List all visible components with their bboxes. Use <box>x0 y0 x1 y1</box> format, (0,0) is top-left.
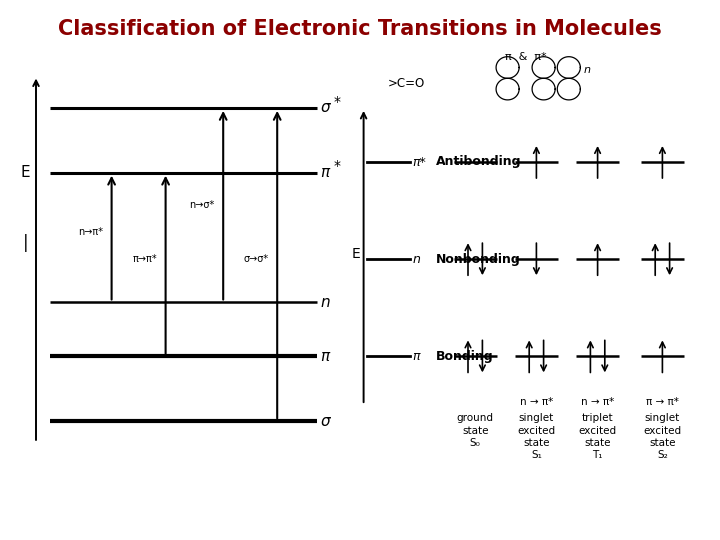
Text: π*: π* <box>413 156 426 168</box>
Text: π → π*: π → π* <box>646 397 679 407</box>
Text: π: π <box>320 165 330 180</box>
Text: singlet
excited
state
S₂: singlet excited state S₂ <box>644 413 681 460</box>
Text: σ: σ <box>320 414 330 429</box>
Text: ground
state
S₀: ground state S₀ <box>456 413 494 448</box>
Text: n→σ*: n→σ* <box>189 200 215 210</box>
Text: singlet
excited
state
S₁: singlet excited state S₁ <box>518 413 555 460</box>
Text: n → π*: n → π* <box>520 397 553 407</box>
Text: *: * <box>333 94 341 109</box>
Text: *: * <box>333 159 341 173</box>
Text: σ→σ*: σ→σ* <box>243 254 269 264</box>
Text: π→π*: π→π* <box>132 254 157 264</box>
Text: Classification of Electronic Transitions in Molecules: Classification of Electronic Transitions… <box>58 19 662 39</box>
Text: π: π <box>413 350 420 363</box>
Text: σ: σ <box>320 100 330 116</box>
Text: triplet
excited
state
T₁: triplet excited state T₁ <box>579 413 616 460</box>
Text: π: π <box>320 349 330 364</box>
Text: |: | <box>22 234 28 252</box>
Text: n: n <box>320 295 330 310</box>
Text: E: E <box>20 165 30 180</box>
Text: Antibonding: Antibonding <box>436 156 521 168</box>
Text: E: E <box>351 247 360 261</box>
Text: Bonding: Bonding <box>436 350 493 363</box>
Text: π  &  π*: π & π* <box>505 52 546 62</box>
Text: >C=O: >C=O <box>388 77 426 90</box>
Text: n: n <box>583 65 590 75</box>
Text: n → π*: n → π* <box>581 397 614 407</box>
Text: n: n <box>413 253 420 266</box>
Text: n→π*: n→π* <box>78 227 103 237</box>
Text: Nonbonding: Nonbonding <box>436 253 521 266</box>
